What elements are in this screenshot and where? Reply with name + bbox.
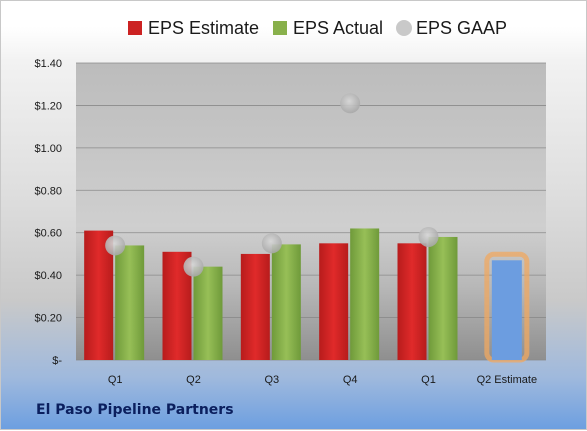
- x-tick-label: Q2: [186, 374, 201, 386]
- y-tick-label: $-: [52, 355, 62, 367]
- bar-eps-actual: [428, 236, 458, 360]
- legend-swatch: [273, 21, 287, 35]
- x-tick-label: Q1: [421, 374, 436, 386]
- bar-eps-estimate: [319, 243, 349, 360]
- y-tick-label: $0.80: [34, 185, 62, 197]
- bar-eps-estimate: [397, 243, 427, 360]
- x-tick-label: Q4: [343, 374, 358, 386]
- company-name: El Paso Pipeline Partners: [36, 402, 234, 418]
- legend: EPS Estimate EPS Actual EPS GAAP: [1, 13, 587, 43]
- legend-label: EPS Actual: [293, 18, 384, 38]
- point-eps-gaap: [418, 226, 439, 247]
- legend-swatch: [128, 21, 142, 35]
- bar-eps-estimate: [240, 253, 270, 360]
- point-eps-gaap: [261, 233, 282, 254]
- plot-area: [76, 63, 546, 360]
- y-tick-label: $1.00: [34, 143, 62, 155]
- x-tick-label: Q1: [108, 374, 123, 386]
- gaap-points: [105, 93, 439, 277]
- y-tick-label: $0.20: [34, 313, 62, 325]
- grid-lines: [76, 62, 546, 361]
- x-tick-label: Q3: [264, 374, 279, 386]
- y-axis-ticks: $- $0.20 $0.40 $0.60 $0.80 $1.00 $1.20 $1.40: [34, 58, 62, 367]
- point-eps-gaap: [183, 256, 204, 277]
- legend-label: EPS GAAP: [416, 18, 508, 38]
- bar-eps-actual: [350, 228, 380, 360]
- y-tick-label: $1.40: [34, 58, 62, 70]
- legend-dot: [396, 20, 412, 36]
- y-tick-label: $1.20: [34, 100, 62, 112]
- x-tick-label: Q2 Estimate: [477, 374, 538, 386]
- legend-label: EPS Estimate: [148, 18, 260, 38]
- point-eps-gaap: [340, 93, 361, 114]
- x-axis-labels: Q1 Q2 Q3 Q4 Q1 Q2 Estimate: [108, 374, 537, 386]
- bar-forecast-estimate: [491, 260, 522, 360]
- bar-eps-actual: [271, 244, 301, 360]
- point-eps-gaap: [105, 235, 126, 256]
- y-tick-label: $0.60: [34, 228, 62, 240]
- bars: [84, 228, 530, 363]
- y-tick-label: $0.40: [34, 270, 62, 282]
- bar-eps-actual: [115, 245, 145, 360]
- bar-eps-actual: [193, 266, 223, 360]
